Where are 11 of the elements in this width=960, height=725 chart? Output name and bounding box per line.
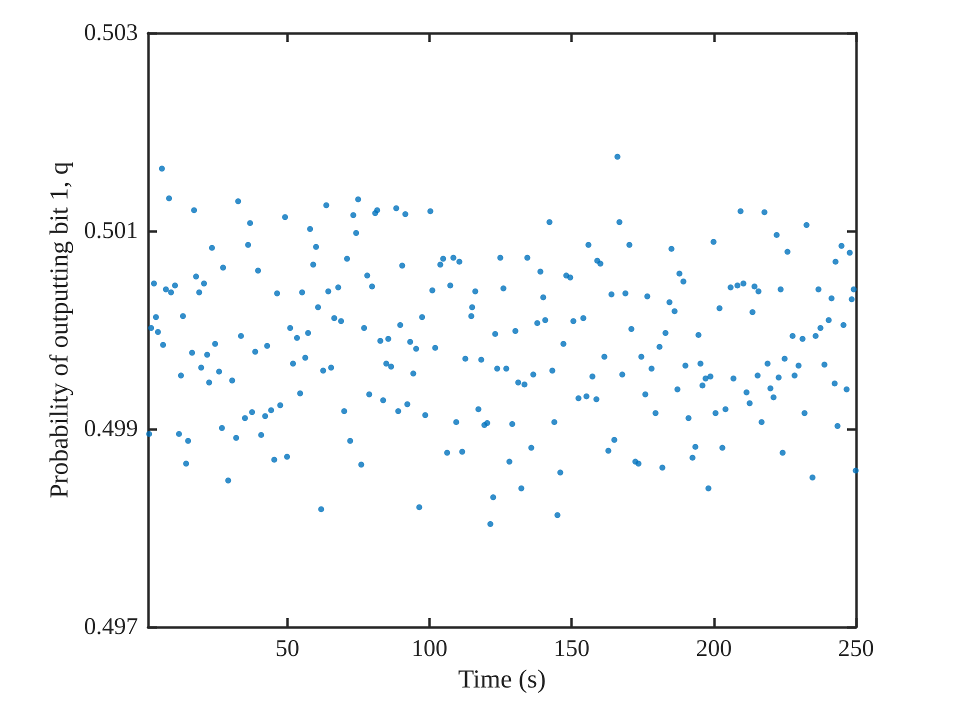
x-tick-label: 50 — [275, 636, 300, 662]
y-axis-title: Probability of outputting bit 1, q — [44, 162, 74, 498]
x-axis-title: Time (s) — [458, 664, 546, 694]
y-tick-label: 0.497 — [84, 614, 138, 640]
x-tick-label: 200 — [696, 636, 732, 662]
y-tick-label: 0.501 — [84, 218, 138, 244]
x-tick-label: 250 — [838, 636, 874, 662]
x-tick-label: 150 — [554, 636, 590, 662]
x-tick-label: 100 — [411, 636, 448, 662]
y-tick-label: 0.503 — [84, 20, 138, 46]
y-tick-label: 0.499 — [84, 416, 138, 442]
